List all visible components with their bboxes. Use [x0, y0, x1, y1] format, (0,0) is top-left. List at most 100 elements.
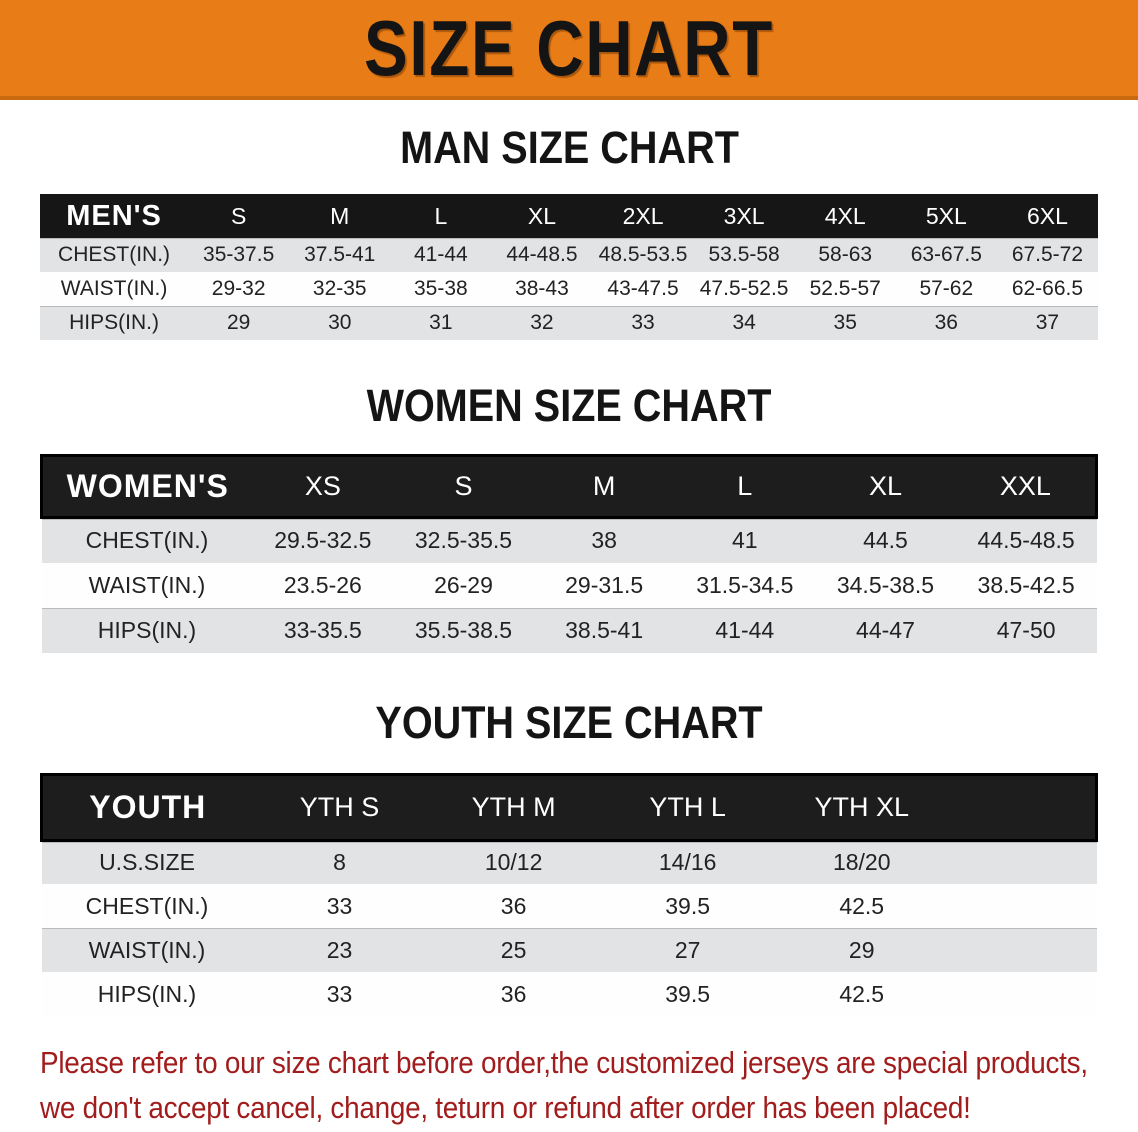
- size-cell: 33: [252, 972, 427, 1016]
- banner-title: SIZE CHART: [364, 3, 774, 92]
- size-cell: 26-29: [393, 562, 534, 608]
- size-cell: 29-31.5: [533, 562, 675, 608]
- size-cell: 37.5-41: [289, 238, 391, 272]
- column-header: YTH XL: [774, 772, 949, 842]
- table-row: WAIST(IN.) 23 25 27 29: [41, 928, 1097, 972]
- size-cell: 35: [794, 306, 896, 340]
- size-cell: 32.5-35.5: [393, 517, 534, 563]
- size-cell: 35-37.5: [188, 238, 290, 272]
- women-section-heading: WOMEN SIZE CHART: [0, 380, 1138, 432]
- size-cell: 36: [426, 972, 601, 1016]
- size-cell: 35.5-38.5: [393, 607, 534, 653]
- size-table-youth: YOUTH YTH S YTH M YTH L YTH XL U.S.SIZE 8 10/12…: [40, 772, 1098, 1016]
- column-header: YTH M: [426, 772, 601, 842]
- column-header: XL: [491, 194, 593, 238]
- women-section-heading-text: WOMEN SIZE CHART: [366, 380, 772, 431]
- size-table-men: MEN'S S M L XL 2XL 3XL 4XL 5XL 6XL CHEST(IN.) 35-37…: [40, 194, 1098, 340]
- size-cell: 44-48.5: [491, 238, 593, 272]
- size-cell: 57-62: [895, 272, 997, 306]
- disclaimer-line-1: Please refer to our size chart before or…: [40, 1045, 1088, 1080]
- size-cell: 42.5: [774, 884, 949, 928]
- column-header: XXL: [955, 454, 1098, 519]
- row-label: HIPS(IN.): [40, 306, 189, 340]
- filler-cell: [948, 972, 1097, 1016]
- row-label: HIPS(IN.): [41, 972, 253, 1016]
- size-cell: 44-47: [815, 607, 956, 653]
- column-header: 5XL: [895, 194, 997, 238]
- size-cell: 39.5: [600, 884, 775, 928]
- column-header: YTH L: [600, 772, 775, 842]
- column-header: XS: [252, 454, 394, 519]
- table-title-cell: WOMEN'S: [40, 454, 253, 519]
- size-cell: 27: [600, 928, 775, 972]
- disclaimer: Please refer to our size chart before or…: [40, 1040, 1138, 1130]
- column-header: L: [674, 454, 816, 519]
- size-cell: 44.5: [815, 517, 956, 563]
- size-cell: 23.5-26: [252, 562, 394, 608]
- row-label: HIPS(IN.): [41, 607, 253, 653]
- table-title-cell: YOUTH: [40, 772, 253, 842]
- size-cell: 33-35.5: [252, 607, 394, 653]
- table-row: U.S.SIZE 8 10/12 14/16 18/20: [41, 840, 1097, 884]
- size-cell: 63-67.5: [895, 238, 997, 272]
- size-cell: 18/20: [774, 840, 949, 884]
- size-table-women: WOMEN'S XS S M L XL XXL CHEST(IN.) 29.5-32.5 32.5…: [40, 454, 1098, 653]
- size-cell: 38.5-42.5: [955, 562, 1097, 608]
- column-header: L: [390, 194, 492, 238]
- row-label: WAIST(IN.): [40, 272, 189, 306]
- column-header: YTH S: [252, 772, 427, 842]
- filler-cell: [948, 840, 1097, 884]
- row-label: U.S.SIZE: [41, 840, 253, 884]
- table-row: WAIST(IN.) 29-32 32-35 35-38 38-43 43-47.5 47.…: [40, 272, 1098, 306]
- size-cell: 42.5: [774, 972, 949, 1016]
- row-label: CHEST(IN.): [41, 517, 253, 563]
- size-cell: 14/16: [600, 840, 775, 884]
- size-cell: 8: [252, 840, 427, 884]
- youth-section-heading-text: YOUTH SIZE CHART: [375, 696, 763, 748]
- size-cell: 38-43: [491, 272, 593, 306]
- table-title-cell: MEN'S: [40, 194, 189, 238]
- table-header-row: WOMEN'S XS S M L XL XXL: [40, 454, 1098, 519]
- table-row: HIPS(IN.) 29 30 31 32 33 34 35 36 37: [40, 306, 1098, 340]
- men-size-table-host: MEN'S S M L XL 2XL 3XL 4XL 5XL 6XL CHEST(IN.) 35-37…: [40, 194, 1098, 340]
- column-header: M: [289, 194, 391, 238]
- size-cell: 23: [252, 928, 427, 972]
- size-cell: 41-44: [674, 607, 816, 653]
- size-cell: 47-50: [955, 607, 1097, 653]
- table-header-row: YOUTH YTH S YTH M YTH L YTH XL: [40, 772, 1098, 842]
- size-cell: 29-32: [188, 272, 290, 306]
- man-section-heading: MAN SIZE CHART: [0, 122, 1138, 174]
- size-cell: 31: [390, 306, 492, 340]
- man-section-heading-text: MAN SIZE CHART: [399, 122, 739, 173]
- size-cell: 35-38: [390, 272, 492, 306]
- size-cell: 25: [426, 928, 601, 972]
- size-cell: 38: [533, 517, 675, 563]
- table-row: CHEST(IN.) 35-37.5 37.5-41 41-44 44-48.5 48.5…: [40, 238, 1098, 272]
- size-cell: 36: [895, 306, 997, 340]
- size-cell: 44.5-48.5: [955, 517, 1097, 563]
- size-cell: 47.5-52.5: [693, 272, 795, 306]
- table-row: CHEST(IN.) 33 36 39.5 42.5: [41, 884, 1097, 928]
- filler-cell: [948, 928, 1097, 972]
- filler-cell: [948, 884, 1097, 928]
- column-header: 2XL: [592, 194, 694, 238]
- size-cell: 52.5-57: [794, 272, 896, 306]
- size-cell: 39.5: [600, 972, 775, 1016]
- size-cell: 58-63: [794, 238, 896, 272]
- row-label: CHEST(IN.): [41, 884, 253, 928]
- size-cell: 67.5-72: [996, 238, 1098, 272]
- filler-cell: [948, 772, 1098, 842]
- size-cell: 53.5-58: [693, 238, 795, 272]
- table-header-row: MEN'S S M L XL 2XL 3XL 4XL 5XL 6XL: [40, 194, 1098, 238]
- size-cell: 29.5-32.5: [252, 517, 394, 563]
- column-header: S: [188, 194, 290, 238]
- table-row: HIPS(IN.) 33 36 39.5 42.5: [41, 972, 1097, 1016]
- youth-section-heading: YOUTH SIZE CHART: [0, 697, 1138, 749]
- size-cell: 41: [674, 517, 816, 563]
- size-cell: 34.5-38.5: [815, 562, 956, 608]
- column-header: XL: [815, 454, 956, 519]
- size-cell: 32: [491, 306, 593, 340]
- column-header: 3XL: [693, 194, 795, 238]
- size-cell: 29: [188, 306, 290, 340]
- size-cell: 36: [426, 884, 601, 928]
